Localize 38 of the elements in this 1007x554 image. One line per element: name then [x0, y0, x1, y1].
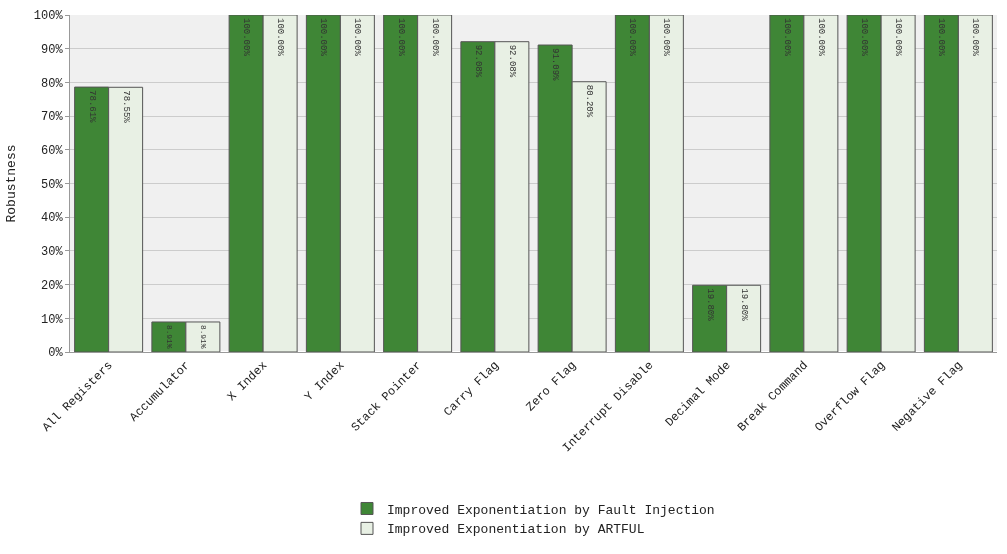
data-label: 100.00% — [352, 18, 363, 57]
y-tick-label: 0% — [48, 346, 64, 361]
data-label: 92.08% — [506, 44, 517, 78]
data-label: 8.91% — [199, 324, 209, 349]
data-label: 100.00% — [318, 18, 329, 57]
data-label: 92.08% — [472, 44, 483, 78]
data-label: 78.55% — [120, 90, 131, 124]
data-label: 100.00% — [627, 18, 638, 57]
data-label: 91.09% — [550, 48, 561, 82]
data-label: 80.20% — [584, 84, 595, 118]
data-label: 19.80% — [738, 288, 749, 322]
data-label: 100.00% — [661, 18, 672, 57]
data-label: 100.00% — [241, 18, 252, 57]
data-label: 19.80% — [704, 288, 715, 322]
y-axis-title: Robustness — [3, 144, 19, 223]
y-tick-label: 40% — [40, 211, 64, 226]
legend-label: Improved Exponentiation by Fault Injection — [387, 502, 715, 518]
data-label: 78.61% — [86, 90, 97, 124]
y-tick-label: 10% — [40, 312, 64, 327]
data-label: 100.00% — [815, 18, 826, 57]
data-label: 100.00% — [970, 18, 981, 57]
y-tick-label: 70% — [40, 110, 64, 125]
y-tick-label: 90% — [40, 42, 64, 57]
y-tick-label: 80% — [40, 76, 64, 91]
y-tick-label: 60% — [40, 144, 64, 158]
data-label: 100.00% — [859, 18, 870, 57]
y-tick-label: 30% — [40, 245, 64, 260]
data-label: 100.00% — [275, 18, 286, 57]
data-label: 8.91% — [165, 324, 175, 349]
legend-label: Improved Exponentiation by ARTFUL — [387, 522, 645, 538]
data-label: 100.00% — [893, 18, 904, 57]
data-label: 100.00% — [395, 18, 406, 57]
y-tick-label: 100% — [33, 9, 64, 24]
data-label: 100.00% — [936, 18, 947, 57]
y-tick-label: 50% — [40, 177, 64, 192]
data-label: 100.00% — [781, 18, 792, 57]
data-label: 100.00% — [429, 18, 440, 57]
y-tick-label: 20% — [40, 278, 64, 293]
